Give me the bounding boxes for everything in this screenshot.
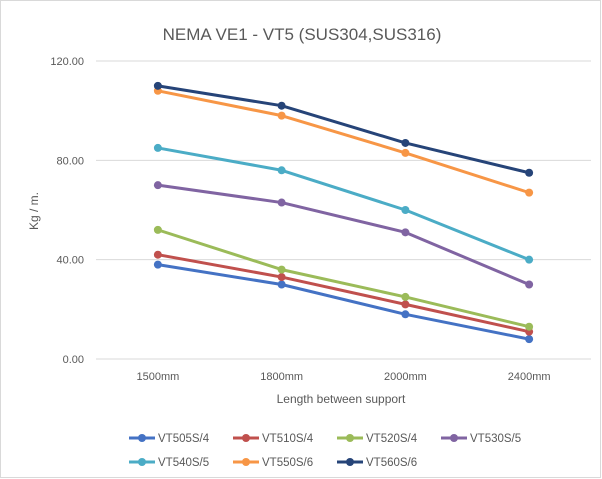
data-point <box>277 166 286 175</box>
x-tick-labels: 1500mm 1800mm 2000mm 2400mm <box>136 371 550 383</box>
series-line <box>156 228 531 329</box>
legend-label: VT510S/4 <box>262 433 314 445</box>
data-point <box>277 111 286 120</box>
data-point <box>277 280 286 289</box>
data-point <box>401 148 410 157</box>
data-point <box>401 206 410 214</box>
legend-item: VT550S/6 <box>233 457 313 469</box>
series-vt520s-4 <box>153 225 534 331</box>
legend-item: VT520S/4 <box>337 433 418 445</box>
legend-label: VT530S/5 <box>470 433 521 445</box>
data-point <box>277 265 286 274</box>
series-line <box>156 183 531 286</box>
y-axis-title: Kg / m. <box>27 192 41 230</box>
data-point <box>153 81 162 90</box>
legend-swatch-marker <box>346 458 354 466</box>
series-line <box>156 146 531 262</box>
data-point <box>525 255 534 264</box>
legend-item: VT510S/4 <box>233 433 314 445</box>
legend-item: VT530S/5 <box>441 433 521 445</box>
legend-swatch-marker <box>242 458 250 466</box>
y-tick-label: 0.00 <box>63 354 84 366</box>
legend-item: VT540S/5 <box>129 457 209 469</box>
data-point <box>525 335 534 344</box>
series-vt530s-5 <box>153 181 534 289</box>
data-point <box>525 168 534 177</box>
data-point <box>525 280 534 289</box>
legend-swatch-marker <box>138 434 146 442</box>
series-line <box>156 84 531 175</box>
data-series <box>153 81 534 344</box>
series-vt560s-6 <box>153 81 534 177</box>
legend-label: VT540S/5 <box>158 457 209 469</box>
legend-swatch-marker <box>138 458 146 466</box>
legend-item: VT560S/6 <box>337 457 417 469</box>
data-point <box>401 310 410 319</box>
y-tick-label: 40.00 <box>56 255 84 267</box>
legend-swatch-marker <box>450 434 458 442</box>
series-vt505s-4 <box>153 260 534 344</box>
legend-label: VT550S/6 <box>262 457 313 469</box>
data-point <box>277 101 286 110</box>
y-tick-labels: 0.00 40.00 80.00 120.00 <box>50 56 84 366</box>
series-line <box>156 89 531 195</box>
legend-item: VT505S/4 <box>129 433 210 445</box>
data-point <box>401 300 410 309</box>
chart-title: NEMA VE1 - VT5 (SUS304,SUS316) <box>163 25 442 44</box>
data-point <box>401 292 410 301</box>
data-point <box>277 198 286 207</box>
y-tick-label: 120.00 <box>50 56 84 68</box>
x-axis-title: Length between support <box>277 392 406 406</box>
data-point <box>277 273 286 282</box>
data-point <box>153 225 162 234</box>
x-tick-label: 2000mm <box>384 371 427 383</box>
data-point <box>401 138 410 147</box>
data-point <box>153 143 162 152</box>
y-tick-label: 80.00 <box>56 155 84 167</box>
data-point <box>153 260 162 269</box>
data-point <box>525 322 534 331</box>
legend-label: VT520S/4 <box>366 433 418 445</box>
legend: VT505S/4 VT510S/4 VT520S/4 VT530S/5 VT540S/5… <box>129 433 521 469</box>
legend-swatch-marker <box>242 434 250 442</box>
x-tick-label: 1500mm <box>136 371 179 383</box>
data-point <box>401 228 410 237</box>
legend-label: VT560S/6 <box>366 457 417 469</box>
series-line <box>156 253 531 334</box>
series-line <box>156 263 531 341</box>
legend-label: VT505S/4 <box>158 433 210 445</box>
data-point <box>525 188 534 197</box>
series-vt540s-5 <box>153 143 534 264</box>
data-point <box>153 250 162 259</box>
series-vt550s-6 <box>153 86 534 197</box>
x-tick-label: 2400mm <box>508 371 551 383</box>
grid-lines <box>96 60 591 360</box>
series-vt510s-4 <box>153 250 534 336</box>
legend-swatch-marker <box>346 434 354 442</box>
data-point <box>153 181 162 190</box>
x-tick-label: 1800mm <box>260 371 303 383</box>
